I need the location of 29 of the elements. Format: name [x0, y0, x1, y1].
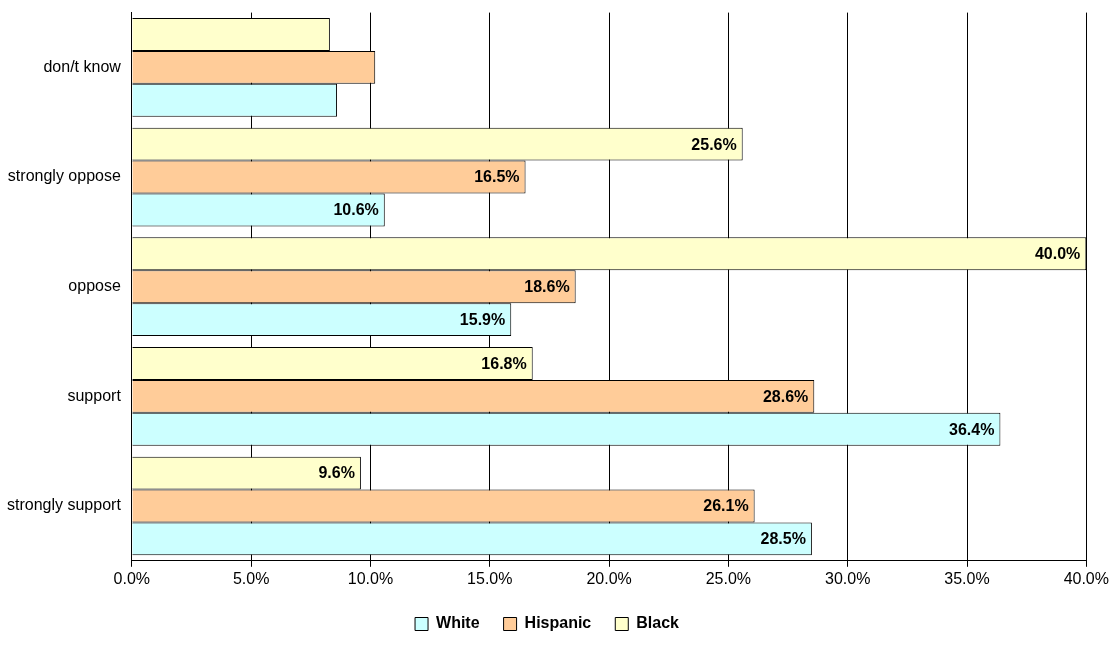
- data-label: 18.6%: [524, 278, 570, 296]
- legend-label: Hispanic: [524, 614, 592, 632]
- data-label: 25.6%: [691, 135, 737, 153]
- data-label: 40.0%: [1034, 245, 1081, 263]
- data-label: 9.6%: [318, 464, 355, 482]
- x-tick-label: 5.0%: [232, 569, 270, 587]
- data-label: 16.5%: [474, 168, 520, 186]
- legend-label: White: [436, 614, 480, 632]
- data-label: 36.4%: [949, 420, 995, 438]
- x-tick-label: 0.0%: [113, 569, 151, 587]
- y-tick-label: strongly support: [6, 496, 122, 514]
- data-label: 26.1%: [703, 497, 749, 515]
- x-tick-label: 15.0%: [467, 569, 513, 587]
- x-tick-label: 10.0%: [347, 569, 394, 587]
- x-tick-label: 20.0%: [586, 569, 632, 587]
- x-tick-label: 25.0%: [705, 569, 752, 587]
- y-tick-label: oppose: [68, 277, 121, 295]
- x-tick-label: 30.0%: [825, 569, 871, 587]
- y-tick-label: don/t know: [43, 57, 122, 75]
- data-label: 16.8%: [481, 354, 527, 372]
- data-label: 28.5%: [760, 530, 806, 548]
- y-tick-label: strongly oppose: [7, 167, 121, 185]
- data-label: 15.9%: [459, 311, 506, 328]
- data-label: 28.6%: [762, 387, 809, 405]
- x-tick-label: 40.0%: [1063, 569, 1109, 587]
- x-tick-label: 35.0%: [944, 569, 990, 587]
- data-label: 10.6%: [333, 201, 379, 219]
- legend-label: Black: [636, 614, 680, 632]
- y-tick-label: support: [67, 386, 122, 404]
